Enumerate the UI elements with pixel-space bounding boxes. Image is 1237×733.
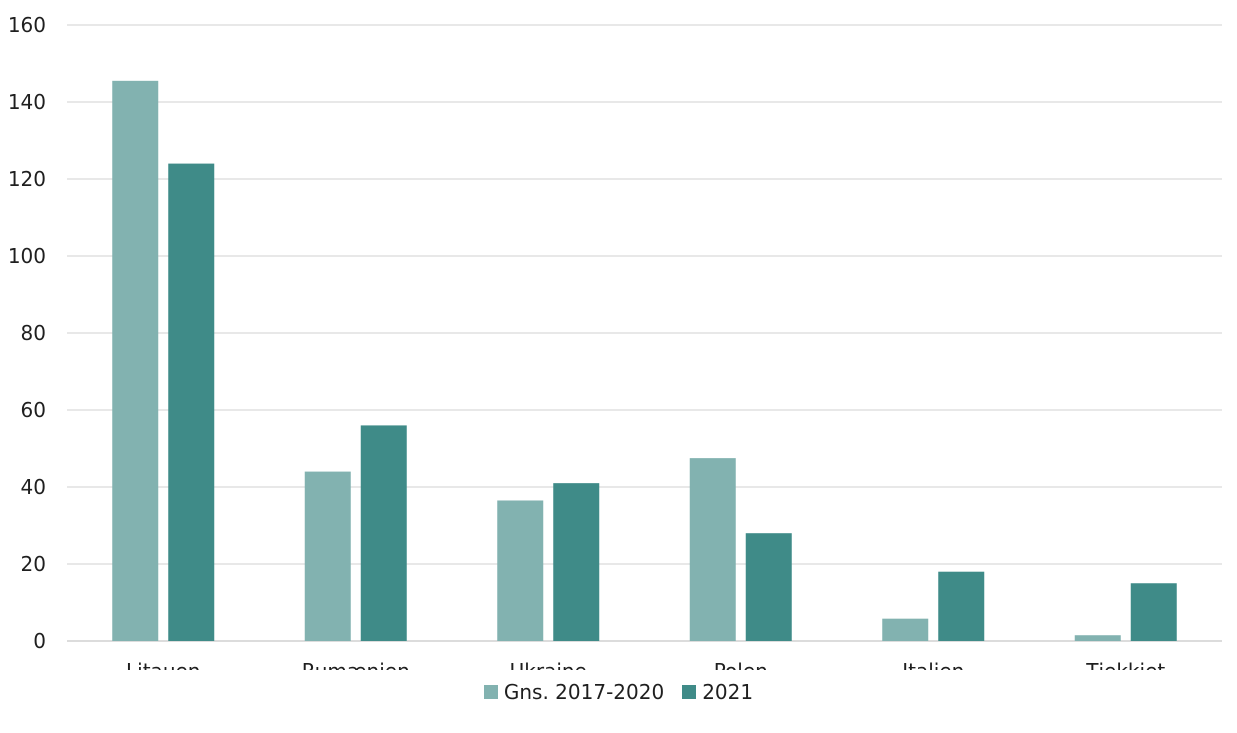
legend-swatch-series-2 [682, 685, 697, 699]
grid-lines [67, 24, 1222, 642]
x-tick-label: Litauen [126, 659, 200, 670]
y-tick-label: 40 [21, 475, 46, 499]
bar-italien-series-1 [882, 618, 929, 641]
legend: Gns. 2017-2020 2021 [0, 680, 1237, 704]
y-tick-label: 60 [21, 398, 46, 422]
bar-rumænien-series-2 [360, 425, 407, 641]
legend-label-series-2: 2021 [702, 680, 754, 704]
y-tick-label: 160 [8, 13, 46, 37]
bar-litauen-series-1 [112, 80, 159, 641]
y-tick-label: 20 [21, 552, 46, 576]
y-tick-label: 80 [21, 321, 46, 345]
bar-chart: 0 20 40 60 80 100 120 140 160 Litauen Rumænien Ukra… [8, 13, 1222, 683]
bar-ukraine-series-1 [497, 500, 544, 641]
bar-ukraine-series-2 [553, 483, 600, 641]
x-tick-label: Tjekkiet [1085, 659, 1165, 670]
bar-polen-series-2 [745, 533, 792, 641]
bar-tjekkiet-series-2 [1130, 583, 1177, 641]
bar-tjekkiet-series-1 [1074, 635, 1121, 641]
legend-item-series-1: Gns. 2017-2020 [483, 680, 665, 704]
bars [112, 80, 1177, 641]
y-tick-label: 100 [8, 244, 46, 268]
legend-label-series-1: Gns. 2017-2020 [503, 680, 665, 704]
y-tick-label: 140 [8, 90, 46, 114]
y-tick-label: 120 [8, 167, 46, 191]
x-tick-label: Rumænien [302, 659, 410, 670]
bar-litauen-series-2 [168, 163, 215, 641]
y-tick-label: 0 [33, 629, 46, 653]
x-tick-label: Polen [714, 659, 768, 670]
x-tick-label: Italien [902, 659, 964, 670]
bar-polen-series-1 [689, 458, 736, 641]
bar-italien-series-2 [938, 571, 985, 641]
legend-swatch-series-1 [483, 685, 498, 699]
bar-rumænien-series-1 [304, 471, 351, 641]
x-tick-label: Ukraine [510, 659, 587, 670]
legend-item-series-2: 2021 [682, 680, 753, 704]
